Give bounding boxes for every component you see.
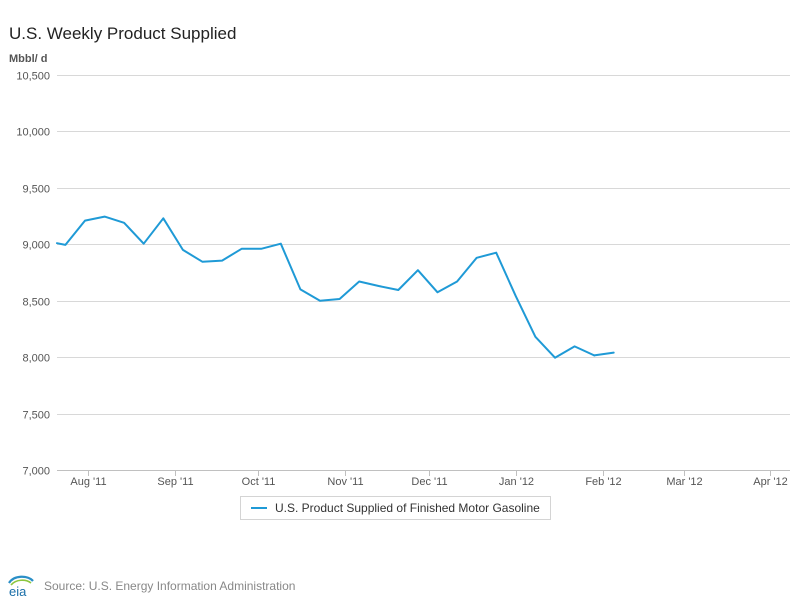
x-axis: Aug '11 Sep '11 Oct '11 Nov '11 Dec '11 Jan '… <box>57 470 790 488</box>
source-text: Source: U.S. Energy Information Administ… <box>44 579 296 593</box>
y-axis-unit: Mbbl/ d <box>9 53 48 65</box>
chart-title: U.S. Weekly Product Supplied <box>9 24 237 43</box>
gridlines <box>57 75 790 415</box>
y-tick-label: 8,000 <box>22 353 50 365</box>
y-tick-label: 7,000 <box>22 466 50 478</box>
y-tick-label: 7,500 <box>22 410 50 422</box>
y-tick-label: 9,500 <box>22 184 50 196</box>
series-line <box>593 351 615 357</box>
y-tick-label: 8,500 <box>22 297 50 309</box>
logo-text: eia <box>9 584 27 598</box>
x-tick-label: Dec '11 <box>411 476 447 488</box>
x-tick-label: Mar '12 <box>666 476 702 488</box>
x-tick-label: Sep '11 <box>157 476 193 488</box>
series-lines <box>56 215 615 359</box>
y-tick-label: 9,000 <box>22 240 50 252</box>
legend-label: U.S. Product Supplied of Finished Motor … <box>275 501 540 515</box>
series-line <box>56 215 596 359</box>
x-tick-label: Feb '12 <box>585 476 621 488</box>
x-tick-label: Jan '12 <box>499 476 534 488</box>
y-axis-ticks: 7,000 7,500 8,000 8,500 9,000 9,500 10,000 10,5… <box>16 71 50 478</box>
y-tick-label: 10,500 <box>16 71 50 83</box>
eia-logo-icon: eia <box>8 575 34 598</box>
x-tick-label: Oct '11 <box>242 476 276 488</box>
x-tick-label: Aug '11 <box>70 476 106 488</box>
x-tick-label: Apr '12 <box>753 476 788 488</box>
legend-swatch <box>251 507 267 509</box>
legend[interactable]: U.S. Product Supplied of Finished Motor … <box>240 496 551 520</box>
x-tick-label: Nov '11 <box>327 476 363 488</box>
footer: eia Source: U.S. Energy Information Admi… <box>6 574 295 598</box>
y-tick-label: 10,000 <box>16 127 50 139</box>
